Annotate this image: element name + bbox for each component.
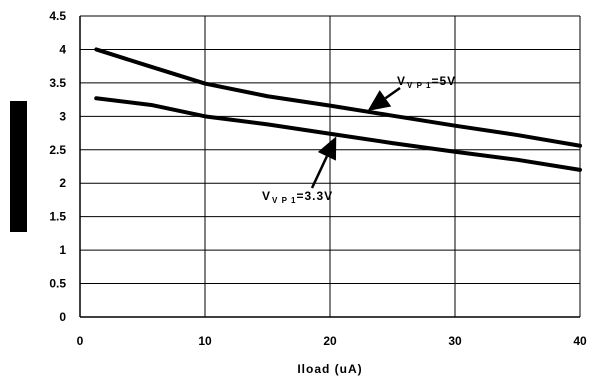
y-axis-title-bar [10,101,27,232]
annotation-arrow-head-1 [367,90,392,111]
y-tick-label: 2 [59,176,66,190]
y-tick-label: 0.5 [49,277,66,291]
y-tick-label: 2.5 [49,143,66,157]
y-tick-labels: 0 0.5 1 1.5 2 2.5 3 3.5 4 4.5 [49,9,66,324]
y-tick-label: 0 [59,310,66,324]
annotation-arrow-shaft-2 [310,155,329,189]
x-tick-label: 10 [198,334,212,348]
y-tick-label: 3.5 [49,76,66,90]
x-tick-label: 40 [573,334,587,348]
y-tick-label: 1.5 [49,210,66,224]
grid [79,15,581,318]
annotation-arrow-head-2 [317,136,337,161]
series-line-2 [94,96,582,172]
y-tick-label: 1 [59,243,66,257]
annotation-label-2: VV P 1=3.3V [262,189,333,205]
x-tick-label: 30 [448,334,462,348]
series-lines [94,47,582,172]
x-tick-label: 0 [77,334,84,348]
annotation-label-1: VV P 1=5V [397,74,456,90]
x-tick-labels: 0 10 20 30 40 [77,334,587,348]
y-tick-label: 3 [59,109,66,123]
x-tick-label: 20 [323,334,337,348]
y-tick-label: 4 [59,42,66,56]
series-line-1 [94,47,582,148]
x-axis-title: Iload (uA) [297,362,362,376]
annotation-arrow-shaft-1 [384,86,401,100]
y-tick-label: 4.5 [49,9,66,23]
annotations: VV P 1=5V VV P 1=3.3V [262,74,456,205]
